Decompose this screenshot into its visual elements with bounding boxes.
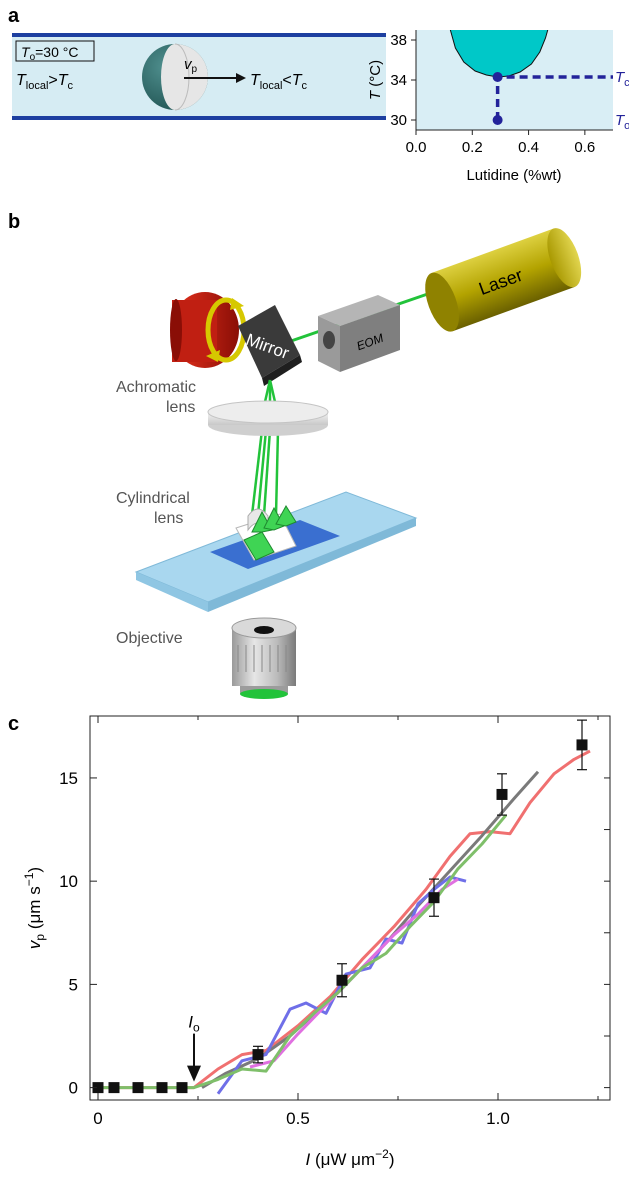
velocity-chart-axes: 0 0.5 1.0 0 5 10 15 [59, 716, 610, 1128]
velocity-label: vp [184, 56, 198, 75]
phase-xtick-label: 0.0 [406, 139, 427, 156]
cylindrical-lens [235, 505, 297, 561]
objective-label: Objective [116, 630, 183, 647]
phase-diagram-xlabel: Lutidine (%wt) [466, 167, 561, 184]
velocity-chart-frame [89, 715, 611, 1101]
phase-diagram-axes: 0.0 0.2 0.4 0.6 30 34 38 [390, 30, 613, 156]
panel-label-c: c [8, 713, 19, 735]
data-point [576, 739, 588, 751]
data-point [336, 974, 348, 986]
velocity-ytick-label: 15 [59, 769, 78, 788]
velocity-ytick-label: 0 [69, 1079, 78, 1098]
critical-temperature-label: Tc [615, 69, 629, 89]
phase-diagram: 0.0 0.2 0.4 0.6 30 34 38 Lutidine (%wt) T (°C)… [367, 30, 629, 184]
cylindrical-lens-label-2: lens [154, 510, 183, 527]
data-point [428, 892, 440, 904]
data-point [496, 788, 508, 800]
objective [231, 617, 297, 699]
velocity-xtick-label: 0 [93, 1109, 102, 1128]
data-point [176, 1082, 188, 1094]
onset-annotation: Io [187, 1013, 201, 1082]
velocity-chart: 0 0.5 1.0 0 5 10 15 Io I (μW μm−2) vp (μm s−1) [22, 715, 611, 1169]
phase-ytick-label: 38 [390, 32, 407, 49]
velocity-series [98, 749, 591, 1095]
velocity-xtick-label: 0.5 [286, 1109, 310, 1128]
achromatic-lens [207, 400, 329, 436]
data-point [92, 1082, 104, 1094]
data-point [108, 1082, 120, 1094]
eom [318, 295, 400, 372]
achromatic-lens-label-1: Achromatic [116, 379, 196, 396]
velocity-ytick-label: 10 [59, 872, 78, 891]
velocity-chart-ylabel: vp (μm s−1) [22, 867, 47, 949]
velocity-series-line-5 [98, 814, 508, 1090]
panel-label-b: b [8, 211, 20, 233]
cylindrical-lens-label-1: Cylindrical [116, 490, 190, 507]
velocity-points [92, 719, 588, 1094]
local-temperature-left: Tlocal>Tc [16, 72, 74, 92]
data-point [132, 1082, 144, 1094]
local-temperature-right: Tlocal<Tc [250, 72, 308, 92]
phase-xtick-label: 0.2 [462, 139, 483, 156]
critical-point-marker [492, 72, 503, 82]
janus-particle [142, 43, 208, 111]
data-point [156, 1082, 168, 1094]
start-point-marker [492, 115, 503, 125]
channel-wall-top [12, 33, 386, 37]
optical-setup: Laser EOM Mirror [116, 228, 582, 699]
panel-label-a: a [8, 5, 20, 27]
phase-xtick-label: 0.4 [518, 139, 539, 156]
velocity-xtick-label: 1.0 [486, 1109, 510, 1128]
velocity-series-line-1 [98, 749, 591, 1090]
galvo-motor [170, 292, 247, 368]
phase-diagram-ylabel: T (°C) [367, 60, 384, 100]
phase-xtick-label: 0.6 [574, 139, 595, 156]
velocity-series-line-2 [201, 770, 540, 1089]
scanned-beams [250, 379, 280, 516]
scanning-mirror [238, 305, 302, 386]
channel-schematic: To=30 °C Tlocal>Tc vp Tlocal<Tc [12, 33, 386, 120]
laser [425, 228, 582, 332]
channel-wall-bottom [12, 116, 386, 120]
temperature-box-label: To=30 °C [21, 44, 78, 63]
svg-text:Io: Io [188, 1013, 200, 1035]
phase-ytick-label: 34 [390, 72, 407, 89]
velocity-ytick-label: 5 [69, 975, 78, 994]
data-point [252, 1049, 264, 1061]
velocity-chart-xlabel: I (μW μm−2) [306, 1147, 395, 1169]
initial-temperature-label: To [615, 112, 629, 132]
temperature-box [15, 40, 95, 62]
achromatic-lens-label-2: lens [166, 399, 195, 416]
phase-ytick-label: 30 [390, 112, 407, 129]
